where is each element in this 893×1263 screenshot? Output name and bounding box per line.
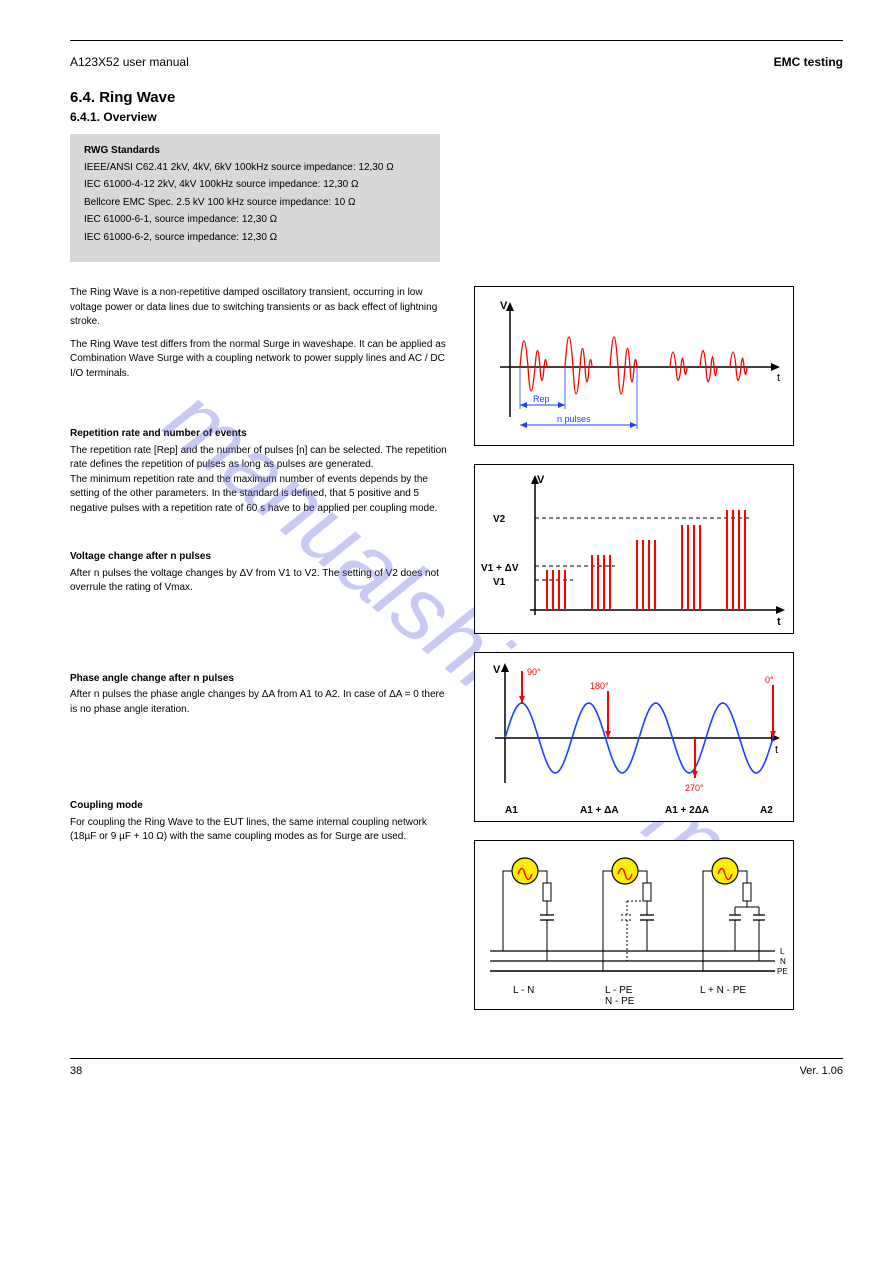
fig-coupling-schematic: L N PE L - N L - PE N - PE L + N - PE bbox=[474, 840, 794, 1010]
standards-box: RWG Standards IEEE/ANSI C62.41 2kV, 4kV,… bbox=[70, 134, 440, 262]
bottom-a1: A1 bbox=[505, 805, 518, 816]
block-text: After n pulses the voltage changes by ΔV… bbox=[70, 567, 450, 596]
standards-line: Bellcore EMC Spec. 2.5 kV 100 kHz source… bbox=[84, 196, 426, 211]
header: A123X52 user manual EMC testing bbox=[70, 55, 843, 69]
line-l: L bbox=[780, 947, 785, 956]
standards-line: IEC 61000-6-1, source impedance: 12,30 Ω bbox=[84, 213, 426, 228]
block-title: Coupling mode bbox=[70, 799, 450, 814]
block-text: After n pulses the phase angle changes b… bbox=[70, 688, 450, 717]
subsection-title: Overview bbox=[103, 110, 156, 124]
axis-y-label: V bbox=[493, 664, 501, 676]
fig-damped-oscillation: V t bbox=[474, 286, 794, 446]
y-tick-v1: V1 bbox=[493, 577, 506, 588]
version: Ver. 1.06 bbox=[800, 1065, 843, 1077]
axis-y-label: V bbox=[537, 474, 545, 486]
top-rule bbox=[70, 40, 843, 41]
axis-x-label: t bbox=[777, 616, 781, 628]
standards-subhead: RWG Standards bbox=[84, 144, 426, 159]
angle-270: 270° bbox=[685, 783, 704, 793]
axis-x-label: t bbox=[775, 744, 778, 756]
axis-x-label: t bbox=[777, 372, 780, 384]
block-title: Voltage change after n pulses bbox=[70, 550, 450, 565]
mode-ln: L - N bbox=[513, 985, 534, 996]
block-title: Repetition rate and number of events bbox=[70, 427, 450, 442]
footer: 38 Ver. 1.06 bbox=[70, 1065, 843, 1077]
standards-line: IEEE/ANSI C62.41 2kV, 4kV, 6kV 100kHz so… bbox=[84, 161, 426, 176]
line-pe: PE bbox=[777, 967, 788, 976]
npulses-label: n pulses bbox=[557, 414, 591, 424]
page-number: 38 bbox=[70, 1065, 82, 1077]
mode-lnpe: L + N - PE bbox=[700, 985, 746, 996]
block-title: Phase angle change after n pulses bbox=[70, 672, 450, 687]
standards-line: IEC 61000-4-12 2kV, 4kV 100kHz source im… bbox=[84, 178, 426, 193]
subsection-number: 6.4.1. bbox=[70, 110, 100, 124]
axis-y-label: V bbox=[500, 300, 508, 312]
mode-npe: N - PE bbox=[605, 996, 635, 1007]
angle-180: 180° bbox=[590, 681, 609, 691]
left-column: The Ring Wave is a non-repetitive damped… bbox=[70, 286, 450, 1028]
fig-phase-angle: V t 90° 180° 270° 0° A1 A1 + ΔA bbox=[474, 652, 794, 822]
bottom-rule bbox=[70, 1058, 843, 1059]
intro-paragraph: The Ring Wave test differs from the norm… bbox=[70, 338, 450, 382]
section-number: 6.4. bbox=[70, 89, 95, 106]
angle-90: 90° bbox=[527, 667, 541, 677]
angle-0: 0° bbox=[765, 675, 774, 685]
fig-voltage-steps: V t V2 V1 + ΔV V1 bbox=[474, 464, 794, 634]
rep-label: Rep bbox=[533, 394, 550, 404]
line-n: N bbox=[780, 957, 786, 966]
standards-line: IEC 61000-6-2, source impedance: 12,30 Ω bbox=[84, 231, 426, 246]
section-heading: 6.4. Ring Wave 6.4.1. Overview bbox=[70, 89, 843, 124]
bottom-a12da: A1 + 2ΔA bbox=[665, 805, 709, 816]
header-left: A123X52 user manual bbox=[70, 55, 189, 69]
intro-paragraph: The Ring Wave is a non-repetitive damped… bbox=[70, 286, 450, 330]
mode-lpe: L - PE bbox=[605, 985, 633, 996]
section-title: Ring Wave bbox=[99, 89, 175, 106]
block-text: For coupling the Ring Wave to the EUT li… bbox=[70, 816, 450, 845]
bottom-a1da: A1 + ΔA bbox=[580, 805, 619, 816]
y-tick-v2: V2 bbox=[493, 514, 506, 525]
block-text: The repetition rate [Rep] and the number… bbox=[70, 444, 450, 517]
bottom-a2: A2 bbox=[760, 805, 773, 816]
header-right: EMC testing bbox=[774, 55, 843, 69]
y-tick-v1dv: V1 + ΔV bbox=[481, 563, 519, 574]
right-column: V t bbox=[474, 286, 843, 1028]
